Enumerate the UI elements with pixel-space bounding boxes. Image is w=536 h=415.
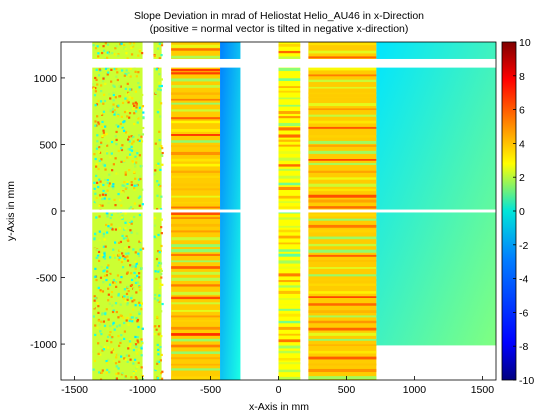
y-tick-label: 1000 bbox=[34, 73, 58, 85]
x-tick-label: -1500 bbox=[61, 384, 88, 396]
facet-gap bbox=[61, 58, 496, 68]
colorbar-tick-label: -10 bbox=[519, 375, 534, 387]
colorbar-tick-label: -6 bbox=[519, 307, 528, 319]
facet-gap bbox=[61, 209, 496, 213]
y-axis-label: y-Axis in mm bbox=[5, 181, 17, 241]
plot-area bbox=[61, 42, 496, 380]
x-tick-label: 1000 bbox=[403, 384, 427, 396]
x-tick-label: -1000 bbox=[129, 384, 156, 396]
colorbar-tick-label: 4 bbox=[519, 138, 525, 150]
colorbar-ticks: -10 -8 -6 -4 -2 0 2 4 6 8 10 bbox=[513, 37, 534, 387]
colorbar-tick-label: -4 bbox=[519, 274, 528, 286]
y-axis-ticks: -1000 -500 0 500 1000 bbox=[30, 73, 65, 351]
x-axis-ticks: -1500 -1000 -500 0 500 1000 1500 bbox=[61, 376, 494, 396]
colorbar-tick-label: -8 bbox=[519, 341, 528, 353]
x-tick-label: 1500 bbox=[471, 384, 495, 396]
x-axis-label: x-Axis in mm bbox=[249, 401, 309, 413]
x-tick-label: -500 bbox=[200, 384, 221, 396]
x-tick-label: 0 bbox=[276, 384, 282, 396]
colorbar-tick-label: 2 bbox=[519, 172, 525, 184]
colorbar-tick-label: 10 bbox=[519, 37, 531, 49]
colorbar-tick-label: 0 bbox=[519, 206, 525, 218]
data-region bbox=[376, 42, 496, 346]
colorbar-tick-label: 6 bbox=[519, 105, 525, 117]
y-tick-label: -500 bbox=[36, 273, 57, 285]
chart-title: Slope Deviation in mrad of Heliostat Hel… bbox=[134, 10, 424, 22]
colorbar-tick-label: -2 bbox=[519, 240, 528, 252]
y-tick-label: 0 bbox=[51, 206, 57, 218]
x-tick-label: 500 bbox=[338, 384, 356, 396]
colorbar-tick-label: 8 bbox=[519, 71, 525, 83]
y-tick-label: 500 bbox=[39, 139, 57, 151]
y-tick-label: -1000 bbox=[30, 339, 57, 351]
chart-subtitle: (positive = normal vector is tilted in n… bbox=[150, 23, 409, 35]
